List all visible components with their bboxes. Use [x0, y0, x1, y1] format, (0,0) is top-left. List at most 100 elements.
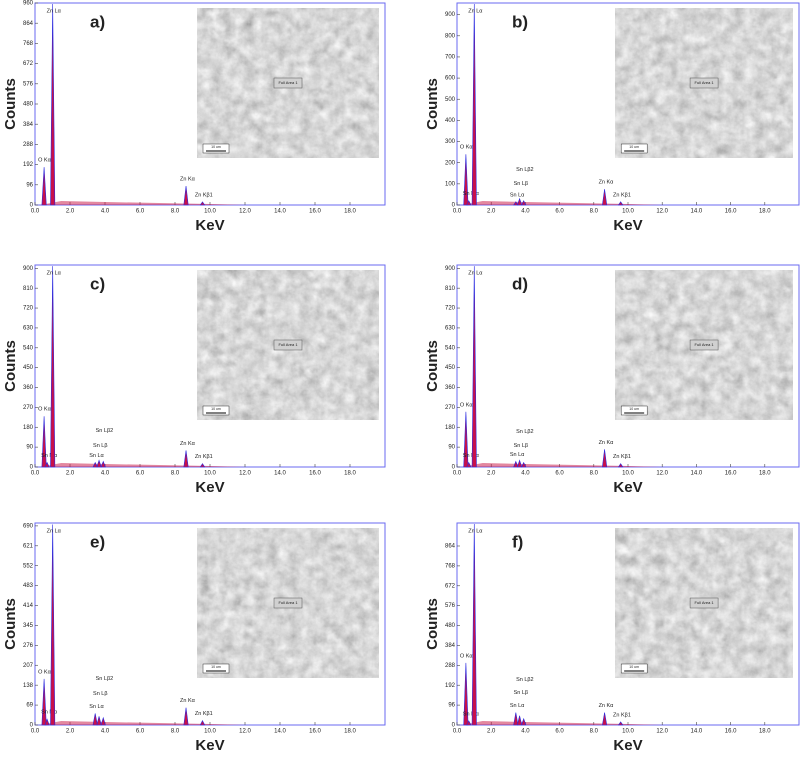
- peak: [100, 716, 106, 726]
- peak: [602, 712, 608, 726]
- x-tick-label: 18.0: [759, 209, 771, 215]
- peak: [463, 411, 469, 468]
- x-tick-label: 16.0: [309, 729, 321, 735]
- y-tick-label: 200: [445, 160, 456, 166]
- x-tick-label: 12.0: [239, 729, 251, 735]
- x-axis-label: KeV: [613, 479, 642, 496]
- peak: [513, 460, 519, 468]
- peak-label: Sn Lβ: [514, 181, 528, 187]
- peak: [521, 461, 527, 468]
- y-tick-label: 192: [23, 162, 34, 168]
- x-axis-label: KeV: [195, 479, 224, 496]
- scale-bar-box: [202, 405, 230, 416]
- y-tick-label: 0: [452, 203, 456, 209]
- x-tick-label: 10.0: [622, 471, 634, 477]
- panel-label: b): [512, 12, 528, 31]
- peak-label: Zn Kα: [180, 698, 196, 704]
- y-tick-label: 0: [452, 465, 456, 471]
- y-tick-label: 621: [23, 543, 34, 549]
- y-tick-label: 96: [26, 182, 33, 188]
- x-tick-label: 16.0: [725, 471, 737, 477]
- x-tick-label: 14.0: [274, 471, 286, 477]
- x-tick-label: 10.0: [204, 471, 216, 477]
- y-tick-label: 900: [445, 12, 456, 18]
- peak: [92, 461, 98, 468]
- y-tick-label: 414: [23, 603, 34, 609]
- peak: [602, 189, 608, 206]
- peak-label: Sn Lβ: [514, 443, 528, 449]
- peak: [41, 678, 47, 726]
- peak-label: O Kα1: [460, 145, 476, 151]
- y-tick-label: 576: [445, 603, 456, 609]
- x-tick-label: 8.0: [171, 729, 180, 735]
- peak-label: Sn Lα: [510, 192, 525, 198]
- peak: [50, 4, 56, 206]
- peak: [183, 450, 189, 468]
- sem-image: [196, 269, 380, 421]
- y-tick-label: 0: [452, 723, 456, 729]
- peak: [199, 201, 206, 206]
- y-axis-label: Counts: [424, 78, 441, 130]
- x-tick-label: 10.0: [204, 209, 216, 215]
- x-tick-label: 10.0: [622, 209, 634, 215]
- x-tick-label: 8.0: [590, 471, 599, 477]
- peak-label: Zn Kβ1: [613, 712, 631, 718]
- x-tick-label: 0.0: [31, 471, 40, 477]
- y-tick-label: 600: [445, 76, 456, 82]
- peak: [513, 201, 519, 206]
- peak: [617, 201, 624, 206]
- x-tick-label: 6.0: [136, 471, 145, 477]
- y-tick-label: 360: [445, 385, 456, 391]
- inset-label-box: [273, 77, 303, 89]
- peak: [463, 154, 469, 206]
- inset-label-box: [273, 339, 303, 351]
- scale-bar-box: [620, 663, 648, 674]
- inset-label-box: [273, 597, 303, 609]
- y-tick-label: 270: [445, 405, 456, 411]
- peak: [466, 200, 472, 206]
- x-tick-label: 0.0: [31, 209, 40, 215]
- peak: [471, 4, 477, 206]
- x-axis-label: KeV: [613, 217, 642, 234]
- x-tick-label: 14.0: [691, 729, 703, 735]
- x-tick-label: 12.0: [239, 209, 251, 215]
- x-tick-label: 4.0: [521, 729, 530, 735]
- peak-label: Zn Lα: [468, 8, 483, 14]
- peak-label: Sn Lβ2: [516, 429, 534, 435]
- peak-label: Zn Kβ1: [195, 192, 213, 198]
- peak-label: Zn Kα: [599, 703, 615, 709]
- inset-label: Full Area 1: [278, 342, 298, 347]
- peak-label: Sn Lα: [510, 452, 525, 458]
- y-tick-label: 345: [23, 623, 34, 629]
- y-tick-label: 768: [23, 41, 34, 47]
- scale-bar-box: [620, 405, 648, 416]
- peak-label: Zn Lα: [468, 270, 483, 276]
- peak-label: Zn Kβ1: [195, 711, 213, 717]
- y-tick-label: 690: [23, 523, 34, 529]
- x-tick-label: 14.0: [274, 729, 286, 735]
- x-axis-label: KeV: [195, 737, 224, 754]
- x-tick-label: 4.0: [101, 471, 110, 477]
- y-tick-label: 288: [23, 142, 34, 148]
- x-axis-label: KeV: [195, 217, 224, 234]
- x-axis-label: KeV: [613, 737, 642, 754]
- x-tick-label: 6.0: [136, 209, 145, 215]
- scale-bar-box: [620, 143, 648, 154]
- x-tick-label: 6.0: [555, 209, 564, 215]
- peak-label: Zn Kα: [599, 180, 615, 186]
- peak-label: Sn Lα: [89, 453, 104, 459]
- x-tick-label: 14.0: [691, 209, 703, 215]
- y-tick-label: 96: [448, 703, 455, 709]
- x-tick-label: 8.0: [171, 471, 180, 477]
- continuum: [462, 721, 663, 725]
- peak: [521, 717, 527, 726]
- y-tick-label: 288: [445, 663, 456, 669]
- inset-label-box: [689, 597, 719, 609]
- y-tick-label: 500: [445, 97, 456, 103]
- x-tick-label: 16.0: [725, 209, 737, 215]
- scale-bar-label: 10 um: [211, 145, 221, 149]
- inset-label-box: [689, 339, 719, 351]
- y-tick-label: 180: [23, 425, 34, 431]
- scale-bar-label: 10 um: [629, 665, 639, 669]
- peak-label: O Kα1: [460, 653, 476, 659]
